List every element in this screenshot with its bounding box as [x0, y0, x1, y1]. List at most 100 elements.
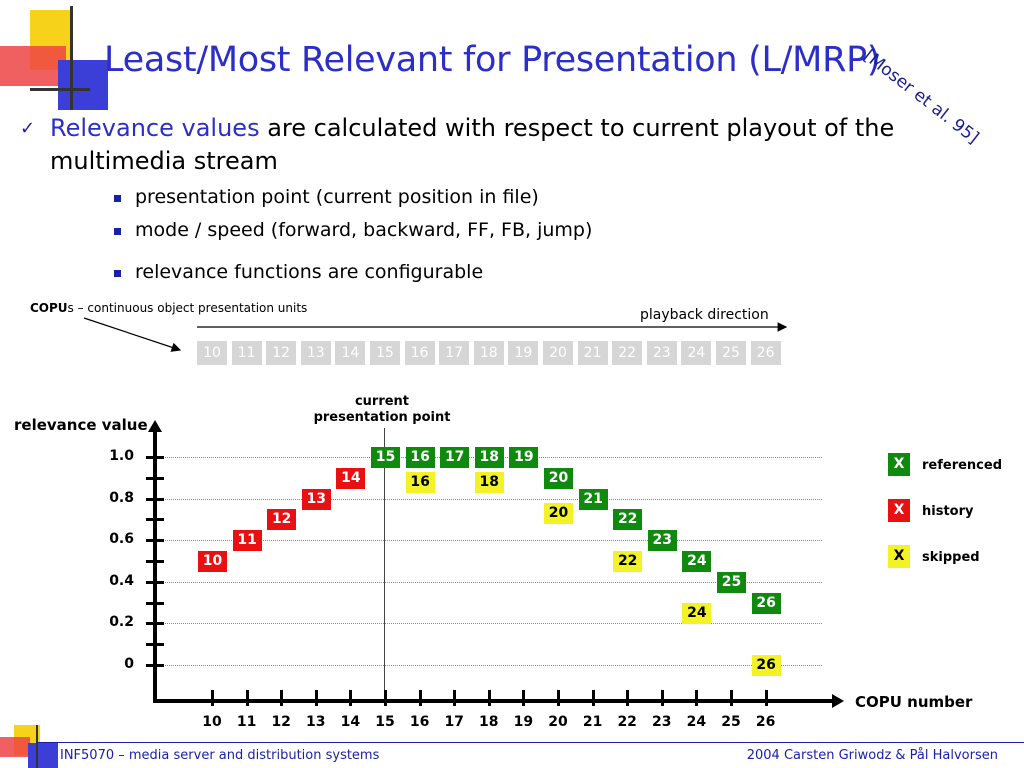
x-tick-label: 20 [548, 714, 568, 730]
x-axis-arrowhead-icon [832, 694, 844, 708]
copu-strip-unit: 18 [473, 341, 504, 365]
x-tick-label: 23 [652, 714, 672, 730]
x-axis-line [153, 699, 833, 703]
legend-label-skipped: skipped [922, 550, 980, 565]
gridline [158, 498, 822, 500]
x-tick [314, 690, 318, 706]
y-tick [146, 456, 164, 459]
x-tick [660, 690, 664, 706]
copu-strip-unit: 16 [404, 341, 435, 365]
square-bullet-icon [114, 195, 121, 202]
copu-mark-history: 12 [267, 509, 297, 531]
y-tick [146, 539, 164, 543]
copu-strip-unit: 21 [577, 341, 608, 365]
y-tick [146, 560, 164, 563]
x-tick [557, 690, 560, 706]
copu-mark-skipped: 18 [474, 471, 504, 493]
copu-mark-referenced: 18 [474, 447, 504, 468]
x-tick [245, 690, 249, 706]
copu-strip-unit: 22 [612, 341, 643, 365]
copu-mark-history: 13 [301, 488, 331, 510]
copu-mark-skipped: 20 [544, 503, 573, 525]
copu-strip-unit: 26 [750, 341, 781, 365]
y-tick [146, 664, 164, 667]
x-tick-label: 13 [306, 714, 326, 730]
copu-strip-unit: 17 [439, 341, 470, 365]
x-tick [522, 690, 526, 706]
gridline [158, 623, 822, 625]
gridline [158, 540, 822, 542]
x-tick-label: 14 [340, 714, 361, 730]
legend-label-history: history [922, 504, 974, 519]
copu-strip-unit: 13 [300, 341, 331, 365]
copu-strip-unit: 12 [266, 341, 297, 365]
y-tick-label: 0.4 [109, 572, 134, 589]
legend-swatch-referenced: X [888, 453, 910, 476]
main-bullet: Relevance values are calculated with res… [50, 112, 1000, 178]
x-tick [453, 690, 457, 706]
bullet-text-line1: are calculated with respect to current p… [259, 114, 895, 142]
y-tick-label: 0.6 [109, 531, 134, 548]
copu-mark-referenced: 26 [751, 592, 781, 614]
y-tick [146, 497, 164, 501]
copu-strip-unit: 10 [197, 341, 227, 365]
copu-mark-skipped: 16 [405, 471, 435, 493]
y-tick-label: 0.8 [109, 489, 134, 506]
y-tick [146, 580, 164, 584]
x-tick-label: 26 [755, 714, 776, 730]
y-tick-label: 0 [124, 656, 134, 672]
legend-label-referenced: referenced [922, 458, 1003, 473]
x-tick-label: 22 [617, 714, 637, 730]
copu-strip-unit: 19 [508, 341, 539, 365]
x-tick [626, 690, 630, 706]
sub-bullet-1: presentation point (current position in … [114, 186, 539, 208]
x-axis-title: COPU number [855, 693, 973, 711]
copu-mark-history: 11 [232, 530, 262, 552]
x-tick-label: 15 [375, 714, 395, 730]
x-tick [591, 690, 595, 706]
x-tick [418, 690, 422, 706]
x-tick [730, 690, 733, 706]
x-tick-label: 18 [479, 714, 499, 730]
square-bullet-icon [114, 270, 121, 277]
playback-direction-label: playback direction [640, 307, 769, 323]
slide-title: Least/Most Relevant for Presentation (L/… [104, 40, 881, 80]
sub-bullet-2: mode / speed (forward, backward, FF, FB,… [114, 219, 592, 241]
x-tick-label: 25 [721, 714, 741, 730]
x-tick [384, 690, 387, 706]
sub-bullet-3: relevance functions are configurable [114, 261, 483, 283]
x-tick [764, 690, 768, 706]
current-point-label: current presentation point [313, 394, 451, 425]
y-axis-line [153, 428, 157, 703]
copu-mark-referenced: 19 [509, 447, 539, 468]
copu-strip-unit: 24 [681, 341, 712, 365]
copu-mark-skipped: 26 [751, 655, 781, 676]
x-tick [487, 690, 491, 706]
copu-mark-skipped: 24 [682, 603, 712, 624]
gridline [158, 581, 822, 583]
y-tick [146, 601, 164, 605]
y-axis-arrowhead-icon [148, 420, 162, 432]
copu-mark-referenced: 20 [544, 467, 573, 489]
copu-strip-unit: 25 [716, 341, 746, 365]
copu-mark-referenced: 24 [682, 551, 712, 572]
copu-strip-unit: 23 [646, 341, 677, 365]
x-tick-label: 11 [236, 714, 257, 730]
bullet-highlight: Relevance values [50, 114, 260, 142]
y-tick [146, 518, 164, 522]
current-point-line [384, 428, 385, 700]
copu-mark-history: 14 [336, 467, 366, 489]
x-tick-label: 17 [444, 714, 464, 730]
x-tick-label: 21 [582, 714, 603, 730]
copu-strip-unit: 14 [335, 341, 366, 365]
copu-mark-skipped: 22 [613, 551, 643, 572]
x-tick-label: 19 [513, 714, 534, 730]
copu-mark-history: 10 [198, 551, 227, 572]
footer-rule [36, 742, 1024, 743]
annotation-arrows [83, 317, 788, 352]
copu-mark-referenced: 25 [717, 571, 746, 593]
copu-note: COPUs – continuous object presentation u… [30, 301, 308, 315]
copu-mark-referenced: 21 [578, 488, 608, 510]
x-tick-label: 10 [202, 714, 222, 730]
copu-mark-referenced: 17 [440, 447, 470, 468]
